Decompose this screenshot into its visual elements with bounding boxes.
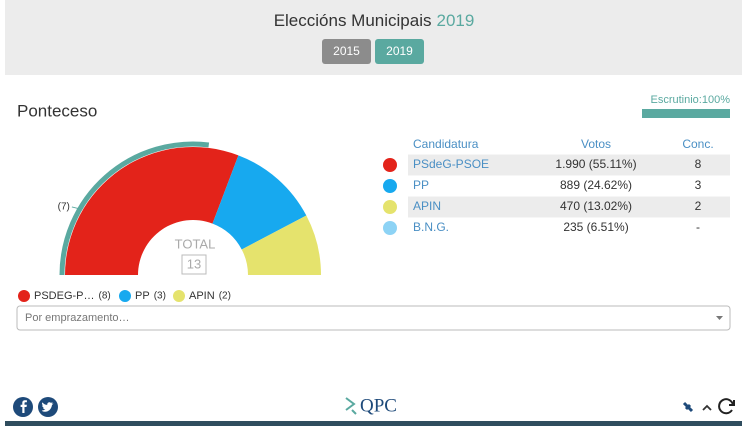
up-icon[interactable] [702, 404, 712, 411]
total-box [181, 254, 207, 275]
seat-segment [241, 215, 321, 275]
count-bar [642, 109, 730, 118]
year-button-label: 2015 [333, 44, 360, 58]
legend-name: PSDEG-P… [34, 290, 95, 302]
legend-dot [173, 290, 185, 302]
row-background [408, 196, 730, 218]
majority-tick [71, 206, 81, 210]
cell-seats: 2 [695, 199, 702, 213]
refresh-icon[interactable] [718, 398, 734, 415]
column-header: Votos [581, 137, 611, 151]
seat-segment [65, 147, 239, 275]
cell-votes: 889 (24.62%) [560, 178, 632, 192]
cell-seats: - [696, 220, 700, 234]
count-label: Escrutinio:100% [651, 94, 731, 106]
column-header: Candidatura [413, 137, 479, 151]
legend-name: PP [135, 290, 150, 302]
party-dot [383, 221, 397, 235]
total-label: TOTAL [175, 236, 216, 251]
refresh-arrow [729, 400, 735, 406]
header-band [5, 0, 742, 75]
cell-party: B.N.G. [413, 220, 449, 234]
facebook-glyph [20, 400, 27, 413]
seat-segment [212, 155, 307, 250]
twitter-glyph [42, 402, 54, 412]
row-background [408, 154, 730, 176]
cell-seats: 3 [695, 178, 702, 192]
majority-arc [59, 141, 210, 276]
party-dot [383, 200, 397, 214]
party-dot [383, 179, 397, 193]
logo-text: QPC [360, 395, 397, 416]
dropdown-placeholder: Por emprazamento… [25, 312, 130, 324]
dropdown[interactable] [16, 305, 731, 331]
legend-seats: (3) [154, 291, 166, 302]
party-dot [383, 158, 397, 172]
legend-name: APIN [189, 290, 215, 302]
majority-label: (7) [58, 202, 70, 213]
year-button-label: 2019 [386, 44, 413, 58]
cell-votes: 470 (13.02%) [560, 199, 632, 213]
place-name: Ponteceso [17, 101, 97, 120]
cell-seats: 8 [695, 157, 702, 171]
title-year: 2019 [436, 11, 474, 30]
dropdown-caret [716, 316, 723, 320]
column-header: Conc. [682, 137, 713, 151]
footer-bar [5, 421, 742, 426]
legend-seats: (8) [99, 291, 111, 302]
cell-party: PP [413, 178, 429, 192]
legend-seats: (2) [219, 291, 231, 302]
title-text: Eleccións Municipais [274, 11, 432, 30]
year-button[interactable] [375, 39, 424, 64]
legend-dot [18, 290, 30, 302]
cell-votes: 235 (6.51%) [563, 220, 628, 234]
logo-mark [345, 397, 357, 415]
legend-dot [119, 290, 131, 302]
year-button[interactable] [322, 39, 371, 64]
cell-party: PSdeG-PSOE [413, 157, 489, 171]
total-value: 13 [187, 256, 201, 271]
title: Eleccións Municipais 2019 [274, 11, 475, 30]
map-icon[interactable] [682, 401, 694, 413]
cell-votes: 1.990 (55.11%) [555, 157, 636, 171]
cell-party: APIN [413, 199, 441, 213]
